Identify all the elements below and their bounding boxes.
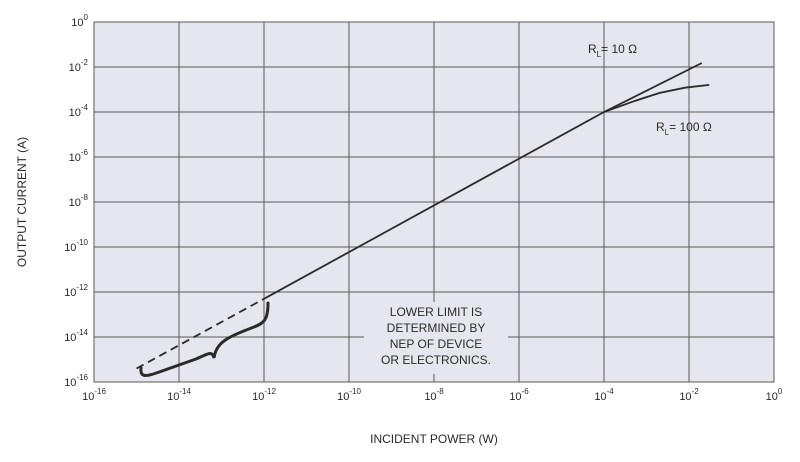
grid	[93, 21, 775, 383]
annotation-line: DETERMINED BY	[387, 321, 486, 335]
x-tick-label: 10-16	[82, 387, 106, 403]
x-tick-label: 10-4	[594, 387, 614, 403]
y-tick-label: 10-16	[64, 373, 88, 389]
curves	[136, 62, 710, 370]
series-line-rl-100	[603, 84, 710, 113]
x-tick-labels: 10-16 10-14 10-12 10-10 10-8 10-6 10-4 10-2 100	[82, 387, 783, 403]
y-tick-label: 10-14	[64, 328, 88, 344]
series-label: RL= 100 Ω	[656, 120, 712, 137]
lower-limit-brace	[139, 301, 270, 377]
annotation-line: OR ELECTRONICS.	[381, 353, 491, 367]
y-tick-label: 10-12	[64, 283, 88, 299]
y-tick-label: 10-6	[69, 148, 89, 164]
x-tick-label: 10-2	[679, 387, 699, 403]
y-tick-label: 10-8	[69, 193, 89, 209]
x-tick-label: 100	[766, 387, 783, 403]
y-axis-label: OUTPUT CURRENT (A)	[15, 137, 29, 267]
x-tick-label: 10-10	[337, 387, 361, 403]
y-tick-label: 10-4	[69, 103, 89, 119]
x-axis-label: INCIDENT POWER (W)	[370, 432, 498, 446]
annotation-lower-limit: LOWER LIMIT IS DETERMINED BY NEP OF DEVICE…	[364, 302, 508, 374]
annotation-line: LOWER LIMIT IS	[390, 305, 482, 319]
x-tick-label: 10-6	[509, 387, 529, 403]
x-tick-label: 10-8	[424, 387, 444, 403]
y-tick-label: 10-2	[69, 58, 89, 74]
series-label: RL= 10 Ω	[588, 42, 637, 59]
y-tick-labels: 100 10-2 10-4 10-6 10-8 10-10 10-12 10-14 10-16	[64, 13, 88, 389]
annotation-line: NEP OF DEVICE	[390, 337, 482, 351]
x-tick-label: 10-14	[167, 387, 191, 403]
series-dashed-extrapolation	[136, 298, 265, 370]
y-tick-label: 10-10	[64, 238, 88, 254]
annotation-background	[364, 302, 508, 374]
x-tick-label: 10-12	[252, 387, 276, 403]
y-tick-label: 100	[71, 13, 88, 29]
series-labels: RL= 10 Ω RL= 100 Ω	[588, 42, 712, 137]
